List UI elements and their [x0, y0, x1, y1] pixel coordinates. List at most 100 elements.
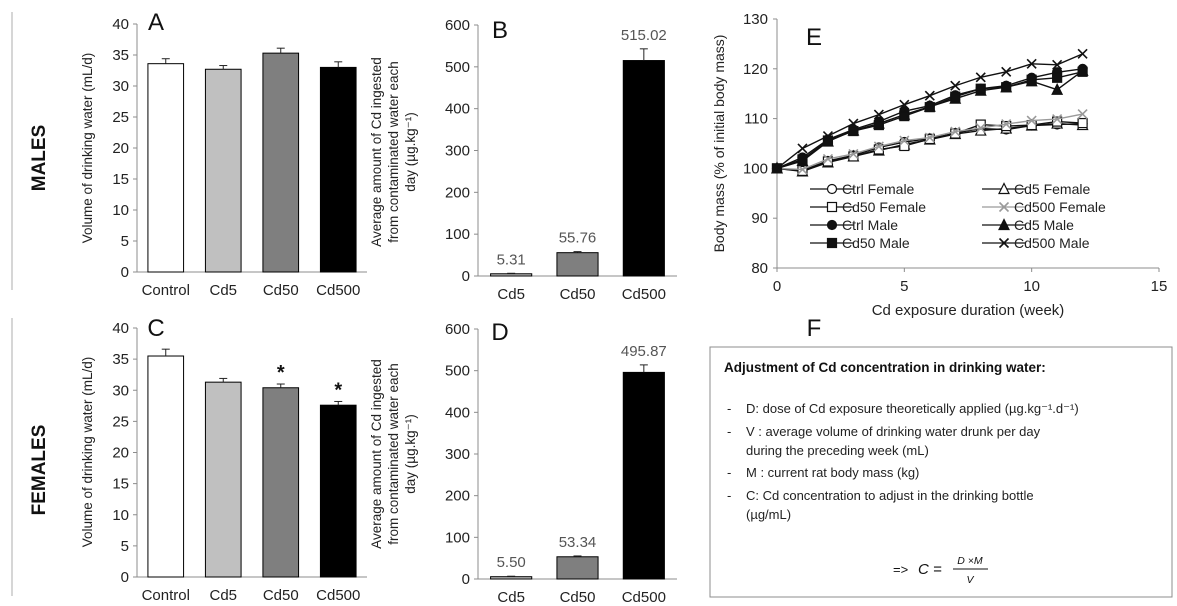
panel-a-y-tick-label: 40	[112, 16, 129, 33]
panel-e-data-point-stroke	[975, 122, 986, 134]
panel-b-data-label: 515.02	[621, 27, 667, 44]
panel-c-y-tick-label: 30	[112, 382, 129, 399]
panel-f-letter: F	[807, 315, 822, 342]
panel-e-data-point-stroke	[1077, 109, 1088, 120]
panel-e-data-point-stroke	[1026, 58, 1037, 69]
panel-c-y-tick-label: 0	[121, 569, 129, 586]
panel-a-y-axis-title: Volume of drinking water (mL/d)	[80, 53, 95, 244]
panel-c-x-tick-label: Cd50	[263, 587, 299, 604]
panel-e-data-point	[975, 122, 986, 134]
panel-b-y-axis-title: day (µg.kg⁻¹)	[403, 112, 418, 191]
panel-d-y-tick-label: 400	[445, 404, 470, 421]
panel-d-data-label: 495.87	[621, 343, 667, 360]
panel-f-item-text: V : average volume of drinking water dru…	[746, 424, 1041, 439]
panel-a-y-tick-label: 25	[112, 109, 129, 126]
panel-e-data-point-stroke	[797, 164, 808, 175]
panel-e-data-point	[1001, 120, 1012, 132]
panel-a-x-tick-label: Cd50	[263, 282, 299, 299]
panel-e-legend-marker	[826, 219, 838, 231]
panel-e-y-axis-title: Body mass (% of initial body mass)	[711, 35, 727, 253]
panel-e-legend-label: Cd5 Male	[1014, 217, 1074, 233]
panel-e-data-point	[1051, 82, 1064, 95]
panel-a-y-tick-label: 20	[112, 140, 129, 157]
panel-e-y-tick-label: 100	[743, 160, 768, 177]
panel-a-chart: A 0 5 10 15 20 25 30 35 40 Volume of drinking wate…	[80, 9, 367, 299]
panel-c-y-tick-label: 15	[112, 476, 129, 493]
panel-f-item-text: D: dose of Cd exposure theoretically app…	[746, 401, 1079, 416]
panel-e-data-point-stroke	[899, 135, 910, 146]
panel-e-data-point-stroke	[771, 163, 783, 174]
panel-e-legend-label: Cd50 Male	[842, 235, 910, 251]
panel-e-legend-label: Cd50 Female	[842, 199, 926, 215]
formula-prefix: =>	[893, 562, 908, 577]
panel-d-y-tick-label: 100	[445, 529, 470, 546]
panel-e-data-point-stroke	[1001, 119, 1012, 130]
panel-e-data-point	[950, 80, 961, 91]
panel-e-data-point-stroke	[822, 153, 833, 165]
panel-e-data-point-stroke	[797, 143, 808, 154]
panel-d-y-axis-title: Average amount of Cd ingested	[369, 359, 384, 549]
panel-d-x-tick-label: Cd50	[560, 589, 596, 606]
panel-e-data-point	[924, 90, 935, 101]
panel-a-bar	[262, 52, 300, 273]
formula-denominator: V	[966, 574, 974, 586]
panel-a-letter: A	[148, 9, 164, 36]
panel-a-x-tick-label: Control	[142, 282, 190, 299]
panel-d-chart: D 0 100 200 300 400 500 600 Average amount of Cd…	[369, 319, 677, 606]
panel-e-data-point	[771, 163, 783, 174]
panel-f-item-bullet: -	[727, 401, 731, 416]
panel-c-x-tick-label: Control	[142, 587, 190, 604]
panel-e-y-tick-label: 130	[743, 11, 768, 28]
panel-d-bar	[556, 556, 599, 580]
panel-d-y-tick-label: 300	[445, 446, 470, 463]
panel-a-y-tick-label: 15	[112, 171, 129, 188]
panel-e-data-point-stroke	[924, 90, 935, 101]
panel-e-legend-label: Cd5 Female	[1014, 181, 1090, 197]
panel-e-legend-marker	[998, 201, 1010, 213]
panel-e-data-point	[950, 91, 961, 102]
panel-e-data-point	[1077, 117, 1088, 129]
panel-e-data-point	[797, 165, 808, 176]
panel-b-x-tick-label: Cd5	[497, 286, 525, 303]
panel-b-y-tick-label: 200	[445, 184, 470, 201]
panel-e-data-point	[822, 130, 833, 142]
panel-e-data-point	[848, 125, 859, 137]
panel-e-data-point-stroke	[924, 132, 935, 143]
panel-e-data-point-stroke	[950, 80, 961, 91]
panel-e-data-point	[924, 102, 935, 113]
panel-b-y-tick-label: 300	[445, 143, 470, 160]
panel-f-title: Adjustment of Cd concentration in drinki…	[724, 360, 1046, 375]
panel-a-x-tick-label: Cd500	[316, 282, 360, 299]
panel-b-bar	[490, 273, 533, 277]
panel-e-data-point	[873, 109, 884, 120]
panel-e-y-tick-label: 120	[743, 61, 768, 78]
panel-c-y-tick-label: 35	[112, 351, 129, 368]
panel-e-data-point	[1026, 119, 1037, 131]
panel-e-data-point	[848, 151, 859, 162]
panel-e-x-tick-label: 10	[1023, 278, 1040, 295]
panel-e-data-point	[1077, 109, 1088, 120]
panel-a-bar	[319, 66, 357, 273]
row-label-females: FEMALES	[29, 425, 50, 516]
panel-c-bar	[204, 381, 242, 578]
panel-d-data-label: 5.50	[497, 554, 526, 571]
panel-e-data-point	[1001, 66, 1012, 77]
panel-d-x-tick-label: Cd5	[497, 589, 525, 606]
panel-a-y-tick-label: 5	[121, 233, 129, 250]
panel-e-data-point-stroke	[848, 118, 859, 129]
panel-e-data-point	[1052, 59, 1063, 70]
panel-d-bar	[622, 371, 665, 580]
panel-e-data-point	[1052, 114, 1063, 125]
panel-c-letter: C	[147, 315, 164, 342]
panel-e-data-point	[899, 111, 910, 122]
panel-a-y-tick-label: 0	[121, 264, 129, 281]
panel-a-y-tick-label: 10	[112, 202, 129, 219]
panel-b-chart: B 0 100 200 300 400 500 600 Average amount of Cd…	[369, 17, 677, 303]
panel-c-bar	[147, 355, 185, 578]
panel-c-y-tick-label: 25	[112, 413, 129, 430]
panel-a-y-tick-label: 35	[112, 47, 129, 64]
panel-c-y-tick-label: 40	[112, 320, 129, 337]
panel-e-chart: E 80 90 100 110 120 130 0 5 10 15 Cd exposure durat…	[711, 11, 1167, 319]
panel-a-bar	[204, 68, 242, 273]
